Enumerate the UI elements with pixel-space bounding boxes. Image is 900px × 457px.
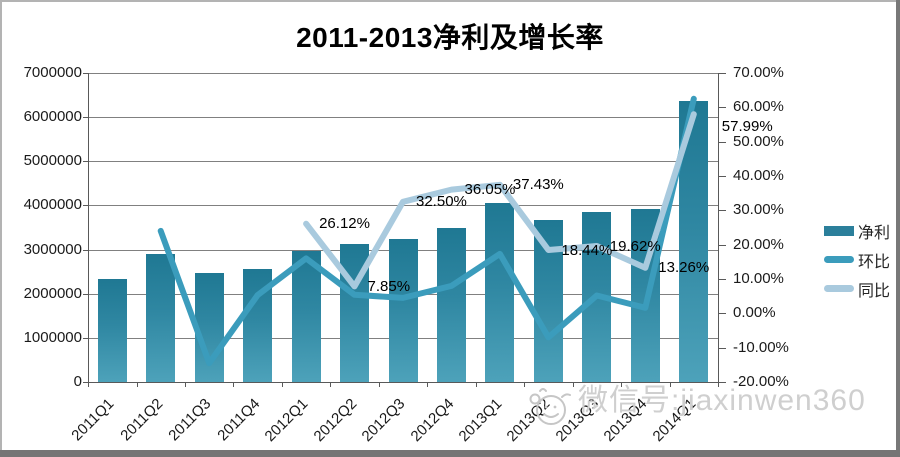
data-label-2012Q3: 32.50% [416, 193, 467, 211]
y-axis-right-label: -20.00% [733, 373, 789, 390]
net-profit-bar-swatch [824, 225, 854, 236]
y-axis-right-tick [719, 279, 726, 280]
data-label-2013Q4: 13.26% [658, 259, 710, 277]
x-axis-tick [475, 382, 477, 387]
y-axis-right-tick [719, 244, 726, 246]
x-axis-tick [524, 382, 526, 387]
legend-label: 净利 [858, 224, 891, 242]
x-axis-tick [427, 382, 429, 387]
bar-2012Q2 [340, 243, 369, 382]
y-axis-left-label: 5000000 [23, 152, 82, 170]
y-axis-left-label: 2000000 [23, 284, 82, 302]
bar-2012Q3 [388, 239, 418, 382]
y-axis-right-label: 60.00% [733, 98, 784, 116]
data-label-2013Q2: 18.44% [561, 241, 613, 259]
x-axis-tick [184, 382, 186, 387]
frame-border-bottom [0, 450, 900, 457]
bar-2011Q2 [146, 254, 176, 382]
y-axis-left-tick [83, 161, 88, 163]
y-axis-right-label: 50.00% [733, 132, 784, 150]
qoq-line-swatch [824, 256, 854, 263]
x-axis-tick [718, 382, 719, 387]
x-axis-tick [572, 382, 574, 387]
gridline [88, 161, 718, 163]
frame-border-left [0, 0, 2, 457]
legend-label: 同比 [858, 282, 891, 300]
x-axis-tick [669, 382, 671, 387]
y-axis-left-tick [83, 205, 88, 207]
data-label-2014Q1: 57.99% [721, 117, 773, 135]
y-axis-right-label: 40.00% [733, 167, 784, 184]
y-axis-left-tick [83, 337, 88, 339]
y-axis-left-line [88, 73, 89, 382]
y-axis-right-label: -10.00% [733, 338, 789, 356]
y-axis-left-label: 7000000 [23, 64, 82, 81]
x-axis-tick [233, 382, 235, 387]
y-axis-right-label: 30.00% [733, 201, 784, 219]
y-axis-right-tick [719, 210, 726, 212]
y-axis-left-label: 1000000 [23, 328, 82, 346]
y-axis-left-label: 4000000 [23, 196, 82, 214]
y-axis-right-tick [719, 107, 726, 109]
data-label-2012Q4: 36.05% [464, 181, 516, 199]
bar-2014Q1 [679, 100, 709, 382]
data-label-2012Q2: 7.85% [367, 277, 411, 295]
bar-2013Q3 [582, 211, 612, 382]
y-axis-right-tick [719, 176, 726, 177]
frame-border-top [0, 0, 900, 2]
y-axis-right-label: 0.00% [733, 304, 776, 322]
bar-2013Q2 [533, 220, 563, 382]
data-label-2013Q1: 37.43% [512, 176, 564, 194]
y-axis-left-tick [83, 249, 88, 251]
bar-2013Q1 [485, 202, 515, 382]
y-axis-right-tick [719, 73, 726, 74]
gridline [88, 117, 718, 119]
y-axis-right-tick [719, 347, 726, 349]
data-label-2012Q1: 26.12% [319, 215, 370, 233]
y-axis-right-label: 10.00% [733, 270, 784, 287]
monkey-face-icon [529, 388, 571, 425]
x-axis-tick [330, 382, 332, 387]
chart-title: 2011-2013净利及增长率 [296, 22, 604, 53]
y-axis-right-tick [719, 382, 726, 383]
data-label-2013Q3: 19.62% [609, 237, 661, 255]
bar-2011Q1 [97, 279, 127, 382]
y-axis-right-line [718, 73, 719, 382]
y-axis-left-tick [83, 293, 88, 295]
x-axis-tick [136, 382, 138, 387]
legend-item-net-profit: 净利 [824, 216, 890, 245]
x-axis-tick [281, 382, 283, 387]
y-axis-left-tick [83, 382, 88, 383]
x-axis-line [88, 382, 719, 383]
bar-2011Q4 [243, 269, 273, 382]
legend-item-qoq-growth: 环比 [824, 245, 890, 274]
qoq-growth-line [157, 95, 697, 367]
bar-2011Q3 [194, 273, 224, 382]
x-axis-tick [621, 382, 623, 387]
bar-2012Q1 [291, 250, 321, 382]
yoy-line-swatch [824, 285, 854, 292]
y-axis-right-tick [719, 141, 726, 143]
bar-2013Q4 [630, 209, 660, 382]
x-axis-tick [88, 382, 89, 387]
y-axis-left-tick [83, 73, 88, 74]
frame-border-right [896, 0, 900, 457]
y-axis-right-label: 70.00% [733, 64, 784, 81]
chart-legend: 净利 环比 同比 [824, 216, 890, 303]
y-axis-left-label: 3000000 [23, 240, 82, 258]
y-axis-right-label: 20.00% [733, 235, 784, 253]
y-axis-right-tick [719, 313, 726, 315]
y-axis-left-label: 0 [73, 373, 82, 390]
y-axis-left-tick [83, 117, 88, 119]
legend-item-yoy-growth: 同比 [824, 274, 890, 303]
gridline [88, 73, 718, 74]
bar-2012Q4 [437, 227, 466, 382]
x-axis-tick [378, 382, 380, 387]
legend-label: 环比 [858, 253, 891, 271]
gridline [88, 205, 718, 207]
watermark-text: 微信号:jiaxinwen360 [578, 384, 866, 417]
y-axis-left-label: 6000000 [23, 108, 82, 126]
watermark: 微信号:jiaxinwen360 [524, 384, 866, 432]
